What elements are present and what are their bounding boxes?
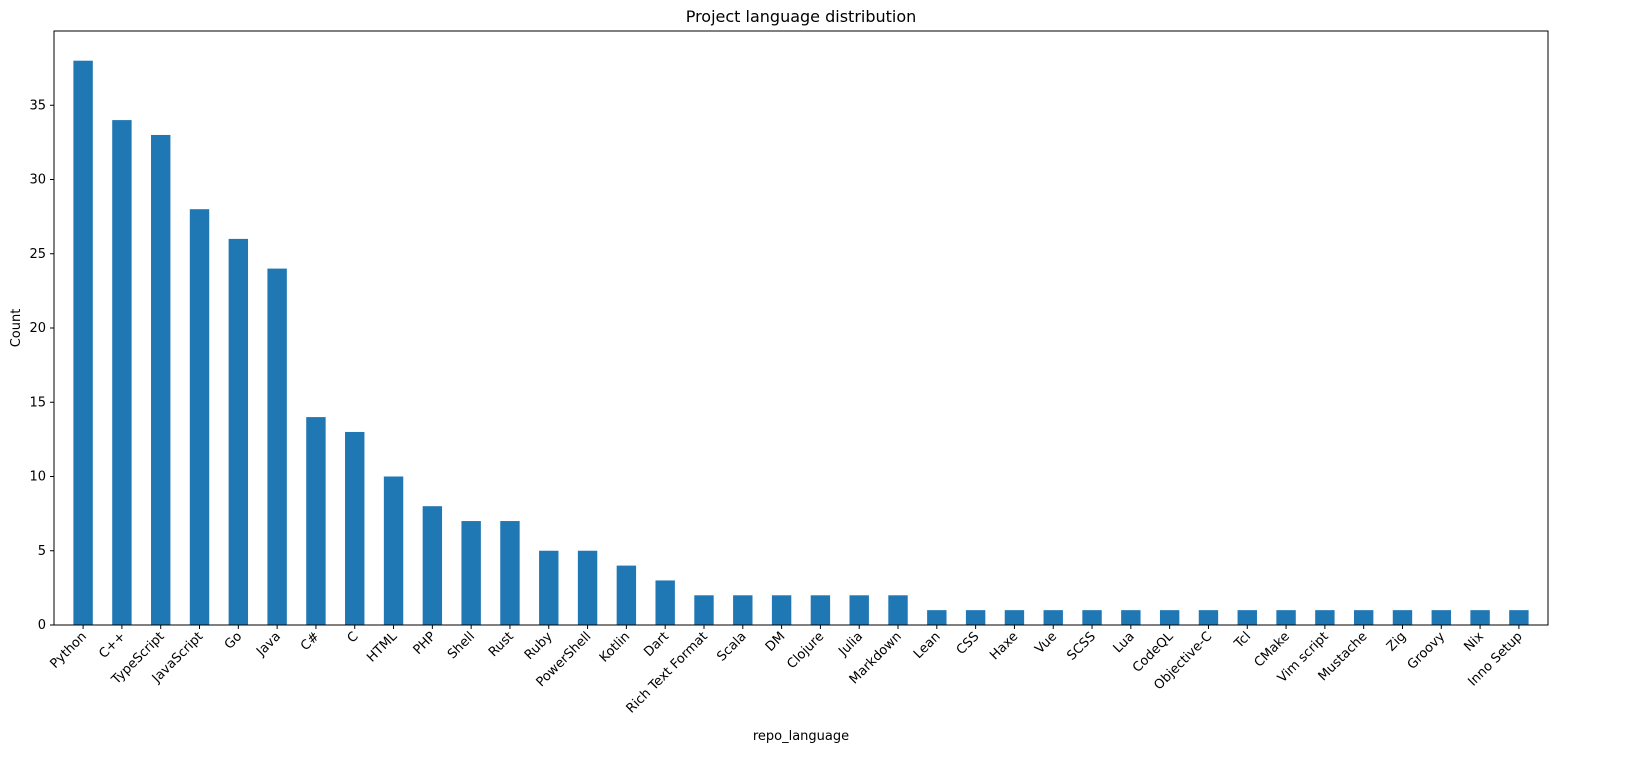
x-tick-label: CSS [954,629,983,658]
bar [1315,610,1335,625]
y-tick-label: 35 [29,98,46,113]
bar [1237,610,1257,625]
bar [1353,610,1374,625]
bar [1431,610,1451,625]
bar [539,550,559,625]
x-tick-label: SCSS [1064,629,1099,664]
bar [733,595,753,625]
bar [655,580,675,625]
bar [616,565,637,625]
y-axis-label: Count [9,309,24,348]
x-tick-label: Haxe [987,629,1021,663]
bar [1276,610,1296,625]
x-tick-label: PHP [411,629,440,658]
y-tick-label: 20 [29,321,46,336]
x-tick-label: Scala [714,629,749,664]
x-tick-label: Rust [486,629,517,660]
plot-area [53,30,1549,626]
x-tick-label: C [345,629,362,646]
bar [383,476,404,625]
chart-title: Project language distribution [686,7,917,26]
bar [577,550,598,625]
bar [927,610,947,625]
x-axis-label: repo_language [753,729,849,744]
x-tick-label: Zig [1384,629,1409,654]
bar [1198,610,1219,625]
y-tick-label: 30 [29,173,46,188]
y-tick-label: 0 [38,618,46,633]
x-tick-label: Python [47,629,89,671]
bar [965,610,986,625]
bar [189,209,210,625]
x-tick-label: C++ [96,629,128,661]
y-tick-label: 5 [38,544,46,559]
x-tick-label: Clojure [784,629,827,672]
bar [306,417,326,625]
x-tick-label: C# [298,629,323,654]
x-tick-label: Go [222,629,245,652]
x-tick-label: Shell [445,629,478,662]
x-tick-label: Tcl [1231,629,1254,652]
x-tick-label: Lean [911,629,944,662]
bar [1004,610,1025,625]
x-tick-label: Lua [1111,629,1138,656]
bar [228,238,249,625]
bar [694,595,714,625]
x-tick-label: Kotlin [597,629,633,665]
bar [1392,610,1413,625]
bar [267,268,287,625]
x-tick-label: Groovy [1405,629,1449,673]
x-tick-label: Ruby [522,629,556,663]
x-tick-label: Julia [835,629,866,660]
y-tick-label: 25 [29,247,46,262]
x-tick-label: Java [253,629,284,660]
y-axis: 0 5 10 15 20 25 30 35 [29,98,54,633]
bar [422,506,443,625]
bar [849,595,869,625]
bar [500,521,520,625]
bar [810,595,831,625]
x-tick-label: Nix [1461,629,1487,655]
bar [461,521,481,625]
bar [1470,610,1490,625]
y-tick-label: 10 [29,470,46,485]
bar [1159,610,1180,625]
x-tick-label: DM [763,629,789,655]
y-tick-label: 15 [29,395,46,410]
bar [771,595,792,625]
bar [888,595,908,625]
x-tick-label: Vue [1032,629,1060,657]
x-tick-label: Dart [641,629,672,660]
bar [1082,610,1102,625]
bar [345,431,365,625]
bar [73,60,93,625]
bar [151,134,171,625]
bar [112,120,132,625]
bars-group [73,60,1529,625]
bar [1043,610,1063,625]
bar [1509,610,1529,625]
x-tick-label: HTML [364,629,401,666]
bar [1121,610,1141,625]
